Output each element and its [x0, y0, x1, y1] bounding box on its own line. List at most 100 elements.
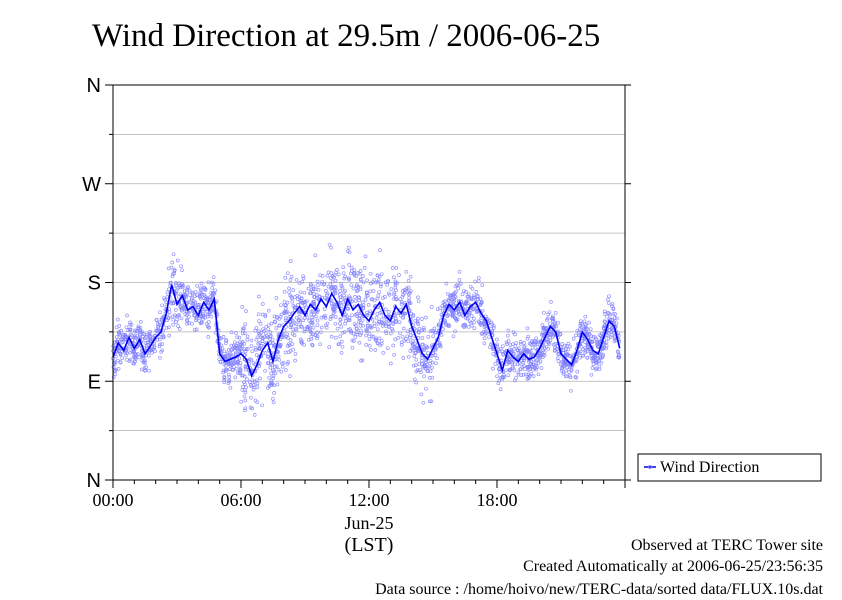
data-point [271, 400, 276, 405]
data-point [367, 337, 372, 341]
data-point [329, 301, 334, 306]
series-line-wind-direction [112, 284, 621, 378]
data-point [438, 344, 443, 349]
data-point [502, 375, 507, 379]
data-point [310, 343, 315, 348]
data-point [242, 380, 246, 384]
data-point [158, 342, 162, 347]
data-point [171, 252, 176, 257]
data-point [283, 276, 288, 280]
data-point [345, 249, 350, 253]
data-point [602, 340, 607, 345]
data-point [322, 307, 327, 311]
data-point [550, 317, 554, 321]
data-point [364, 333, 369, 338]
data-point [182, 289, 187, 294]
data-point [408, 349, 413, 353]
data-point [226, 354, 231, 359]
data-point [430, 375, 435, 380]
data-point [519, 373, 524, 378]
data-point [316, 287, 321, 292]
data-point [553, 348, 557, 352]
y-tick-label: W [82, 174, 101, 196]
data-point [342, 276, 347, 281]
data-point [210, 308, 215, 313]
data-point [282, 300, 287, 304]
data-point [118, 351, 123, 356]
data-point [401, 356, 406, 360]
data-point [258, 376, 262, 381]
data-point [505, 342, 509, 347]
data-point [403, 337, 408, 341]
data-point [129, 332, 133, 337]
data-point [121, 337, 126, 342]
data-point [119, 340, 124, 345]
data-point [392, 290, 397, 295]
data-point [468, 284, 473, 289]
data-point [310, 342, 314, 347]
data-point [137, 355, 141, 360]
data-point [389, 287, 394, 291]
data-point [583, 325, 588, 330]
data-point [358, 320, 363, 325]
data-point [271, 374, 276, 378]
data-point [416, 295, 420, 300]
data-point [187, 288, 192, 293]
data-point [347, 318, 352, 322]
data-point [558, 332, 563, 336]
data-point [376, 321, 381, 326]
data-point [270, 396, 275, 401]
data-point [293, 358, 297, 363]
data-point [136, 326, 141, 330]
data-point [545, 340, 550, 344]
data-point [142, 359, 146, 364]
data-point [139, 367, 144, 372]
x-tick-label: 00:00 [92, 490, 133, 510]
data-point [272, 343, 277, 348]
data-point [609, 304, 614, 308]
data-point [369, 325, 374, 330]
data-point [313, 253, 318, 258]
data-point [365, 312, 370, 317]
data-point [302, 300, 307, 304]
data-point [604, 340, 609, 345]
data-point [284, 310, 289, 315]
data-point [183, 312, 188, 316]
x-date-label: Jun-25 [345, 513, 394, 533]
data-point [358, 323, 363, 328]
data-point [518, 351, 523, 355]
data-point [579, 319, 583, 324]
data-point [222, 362, 227, 366]
data-point [445, 314, 450, 318]
data-point [490, 329, 495, 334]
data-point [578, 349, 583, 354]
data-point [457, 269, 462, 274]
data-point [276, 367, 281, 372]
data-point [430, 328, 434, 333]
data-point [288, 349, 293, 353]
data-point [157, 320, 162, 325]
data-point [549, 300, 553, 304]
data-point [355, 330, 359, 335]
data-point [133, 328, 138, 333]
data-point [167, 310, 172, 315]
data-point [426, 335, 431, 339]
data-point [160, 316, 165, 320]
data-point [154, 318, 159, 322]
data-point [244, 385, 248, 390]
data-point [414, 346, 419, 351]
data-point [125, 313, 129, 318]
data-point [166, 315, 171, 320]
data-point [379, 282, 383, 287]
data-point [445, 291, 450, 296]
data-point [567, 365, 572, 370]
data-point [616, 350, 620, 355]
data-point [329, 245, 333, 250]
data-point [420, 317, 424, 321]
data-point [365, 328, 370, 332]
data-point [374, 280, 378, 285]
data-point [261, 327, 265, 332]
data-point [160, 348, 165, 353]
data-point [292, 305, 297, 310]
data-point [458, 309, 463, 313]
